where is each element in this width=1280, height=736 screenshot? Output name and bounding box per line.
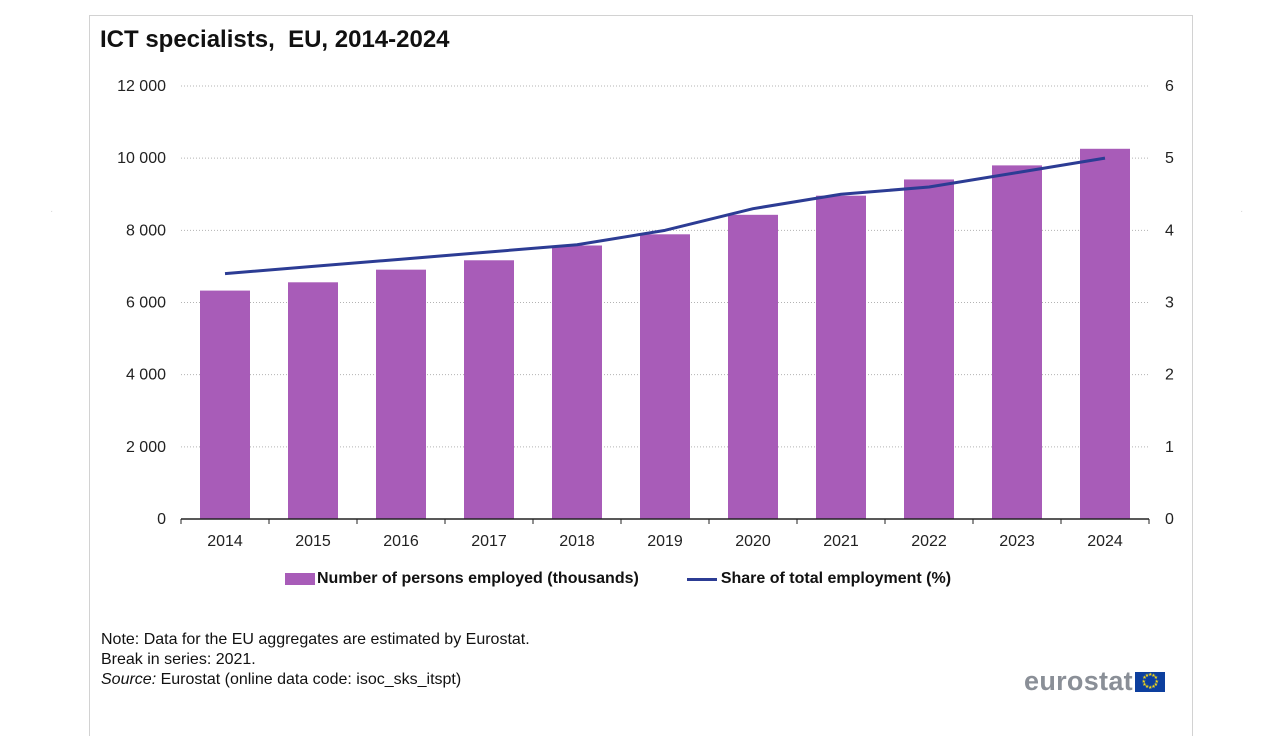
y-right-tick-label: 2 (1165, 367, 1174, 384)
logo-text: eurostat (1024, 666, 1133, 696)
x-tick-label: 2014 (207, 533, 243, 550)
legend-label-persons: Number of persons employed (thousands) (317, 570, 639, 587)
x-tick-label: 2023 (999, 533, 1035, 550)
flag-star-icon: ★ (1141, 678, 1146, 685)
flag-star-icon: ★ (1147, 672, 1153, 678)
flag-star-icon: ★ (1151, 684, 1156, 691)
x-tick-label: 2021 (823, 533, 859, 550)
y-right-tick-label: 3 (1165, 295, 1174, 312)
y-left-tick-label: 6 000 (126, 295, 166, 312)
eu-flag-icon: ★ ★ ★ ★ ★ ★ ★ ★ ★ ★ ★ ★ (1134, 671, 1165, 692)
y-left-tick-label: 10 000 (117, 150, 166, 167)
bar (552, 245, 602, 519)
source-label: Source: (101, 671, 157, 688)
x-tick-label: 2020 (735, 533, 771, 550)
x-tick-label: 2017 (471, 533, 507, 550)
y-right-tick-label: 4 (1165, 222, 1174, 239)
background-decoration: · (50, 206, 54, 217)
flag-star-icon: ★ (1144, 672, 1150, 679)
bar (288, 282, 338, 519)
x-tick-label: 2019 (647, 533, 683, 550)
x-tick-label: 2015 (295, 533, 331, 550)
chart-plot: 0 2 000 4 000 6 000 8 000 10 000 12 000 0 1 2 3 4 5 6… (117, 78, 1174, 550)
legend-item-line: Share of total employment (%) (686, 570, 952, 588)
note-estimate: Note: Data for the EU aggregates are est… (101, 631, 530, 648)
source-text: Eurostat (online data code: isoc_sks_its… (156, 671, 462, 688)
y-left-tick-label: 4 000 (126, 367, 166, 384)
legend-swatch-line (686, 577, 717, 581)
bar (904, 179, 954, 520)
legend: Number of persons employed (thousands) S… (285, 570, 999, 588)
bar (728, 214, 778, 519)
legend-swatch-bar (285, 573, 315, 585)
background-decoration: · (1240, 206, 1244, 217)
legend-item-bars: Number of persons employed (thousands) (285, 570, 639, 588)
bar (464, 260, 514, 519)
chart-notes: Note: Data for the EU aggregates are est… (101, 630, 530, 690)
flag-star-icon: ★ (1151, 672, 1156, 679)
flag-star-icon: ★ (1154, 678, 1159, 685)
x-tick-label: 2022 (911, 533, 947, 550)
note-break: Break in series: 2021. (101, 651, 256, 668)
flag-star-icon: ★ (1142, 681, 1147, 688)
bar (1080, 148, 1130, 519)
bar (992, 165, 1042, 519)
y-left-tick-label: 0 (157, 511, 166, 528)
bar (816, 195, 866, 519)
flag-star-icon: ★ (1144, 684, 1150, 691)
share-line (224, 156, 1106, 276)
flag-star-icon: ★ (1153, 681, 1159, 688)
chart-title: ICT specialists, EU, 2014-2024 (100, 26, 450, 53)
legend-label-share: Share of total employment (%) (720, 570, 952, 587)
flag-star-icon: ★ (1153, 675, 1159, 682)
bar (376, 269, 426, 519)
y-right-tick-label: 5 (1165, 150, 1174, 167)
y-left-tick-label: 2 000 (126, 439, 166, 456)
y-left-tick-label: 8 000 (126, 222, 166, 239)
source-line: Source: Eurostat (online data code: isoc… (101, 670, 530, 690)
y-right-tick-label: 1 (1165, 439, 1174, 456)
y-right-tick-label: 0 (1165, 511, 1174, 528)
bar (200, 290, 250, 519)
y-left-tick-label: 12 000 (117, 78, 166, 95)
flag-star-icon: ★ (1142, 675, 1147, 682)
x-tick-label: 2018 (559, 533, 595, 550)
x-tick-label: 2016 (383, 533, 419, 550)
bar (640, 234, 690, 520)
x-tick-label: 2024 (1087, 533, 1123, 550)
eurostat-logo: eurostat ★ ★ ★ ★ ★ ★ ★ ★ ★ ★ ★ ★ (1024, 666, 1165, 697)
y-right-tick-label: 6 (1165, 78, 1174, 95)
flag-star-icon: ★ (1147, 685, 1153, 691)
